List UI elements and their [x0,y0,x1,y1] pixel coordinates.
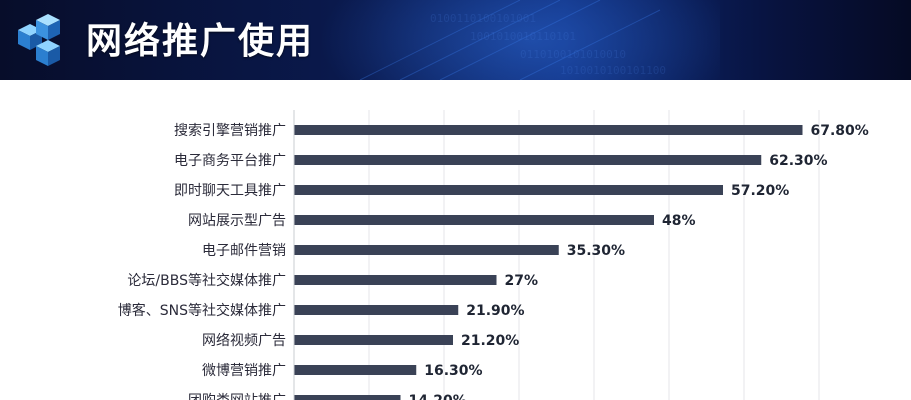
banner-background-art: 0100110100101001 1001010010110101 011010… [300,0,720,80]
bar-chart: 搜索引擎营销推广 67.80% 电子商务平台推广 62.30% 即时聊天工具推广 57.2… [0,80,911,400]
value-label: 48% [662,213,696,229]
category-label: 搜索引擎营销推广 [174,122,286,139]
category-label: 电子邮件营销 [202,243,286,259]
bar [294,305,459,315]
bar [294,365,417,375]
bar [294,125,803,135]
page-title: 网络推广使用 [86,21,315,62]
svg-text:1010010100101100: 1010010100101100 [560,64,666,77]
bar [294,245,559,255]
value-label: 67.80% [811,123,869,139]
value-label: 62.30% [769,153,827,169]
category-label: 微博营销推广 [202,362,286,379]
value-label: 27% [505,273,539,289]
bar [294,275,497,285]
bar [294,215,654,225]
svg-text:0100110100101001: 0100110100101001 [430,12,536,25]
value-label: 16.30% [424,363,482,379]
category-label: 博客、SNS等社交媒体推广 [118,302,286,319]
svg-text:1001010010110101: 1001010010110101 [470,30,576,43]
bar [294,185,723,195]
cube-logo-icon [18,14,60,66]
bar-chart-svg: 搜索引擎营销推广 67.80% 电子商务平台推广 62.30% 即时聊天工具推广 57.2… [118,110,869,400]
category-label: 即时聊天工具推广 [174,183,286,199]
value-label: 21.20% [461,333,519,349]
value-label: 14.20% [409,393,467,400]
bar [294,155,762,165]
category-label: 网络视频广告 [202,333,286,349]
value-label: 35.30% [567,243,625,259]
value-label: 57.20% [731,183,789,199]
category-label: 网站展示型广告 [188,213,286,229]
svg-text:0110100101010010: 0110100101010010 [520,48,626,61]
header-banner: 0100110100101001 1001010010110101 011010… [0,0,911,80]
value-label: 21.90% [466,303,524,319]
bar [294,335,453,345]
bar [294,395,401,400]
category-label: 团购类网站推广 [188,393,286,400]
category-label: 电子商务平台推广 [174,153,286,169]
category-label: 论坛/BBS等社交媒体推广 [127,272,286,289]
